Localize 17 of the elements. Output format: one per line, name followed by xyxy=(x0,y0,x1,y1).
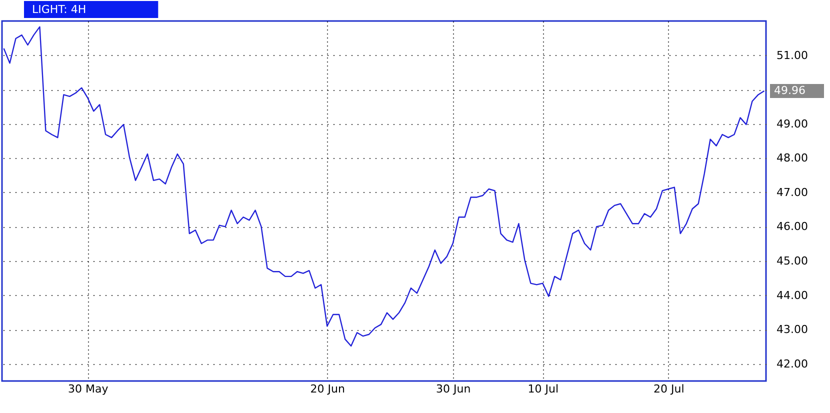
y-tick-label: 45.00 xyxy=(776,254,808,268)
y-tick-label: 49.00 xyxy=(776,117,808,130)
chart-title: LIGHT: 4H xyxy=(32,3,86,16)
y-tick-label: 51.00 xyxy=(776,48,808,62)
x-tick-label: 30 May xyxy=(68,382,109,396)
x-tick-label: 30 Jun xyxy=(436,382,471,396)
y-tick-label: 44.00 xyxy=(776,288,808,302)
y-tick-label: 48.00 xyxy=(776,152,808,165)
y-tick-label: 47.00 xyxy=(776,186,808,199)
x-tick-label: 10 Jul xyxy=(528,382,559,396)
y-tick-label: 42.00 xyxy=(776,357,808,370)
text: 49.96 xyxy=(774,84,806,97)
x-tick-label: 20 Jun xyxy=(310,382,345,396)
line-series xyxy=(3,26,765,347)
y-tick-label: 46.00 xyxy=(776,220,808,234)
x-tick-label: 20 Jul xyxy=(654,382,684,396)
y-tick-label: 43.00 xyxy=(776,323,808,336)
